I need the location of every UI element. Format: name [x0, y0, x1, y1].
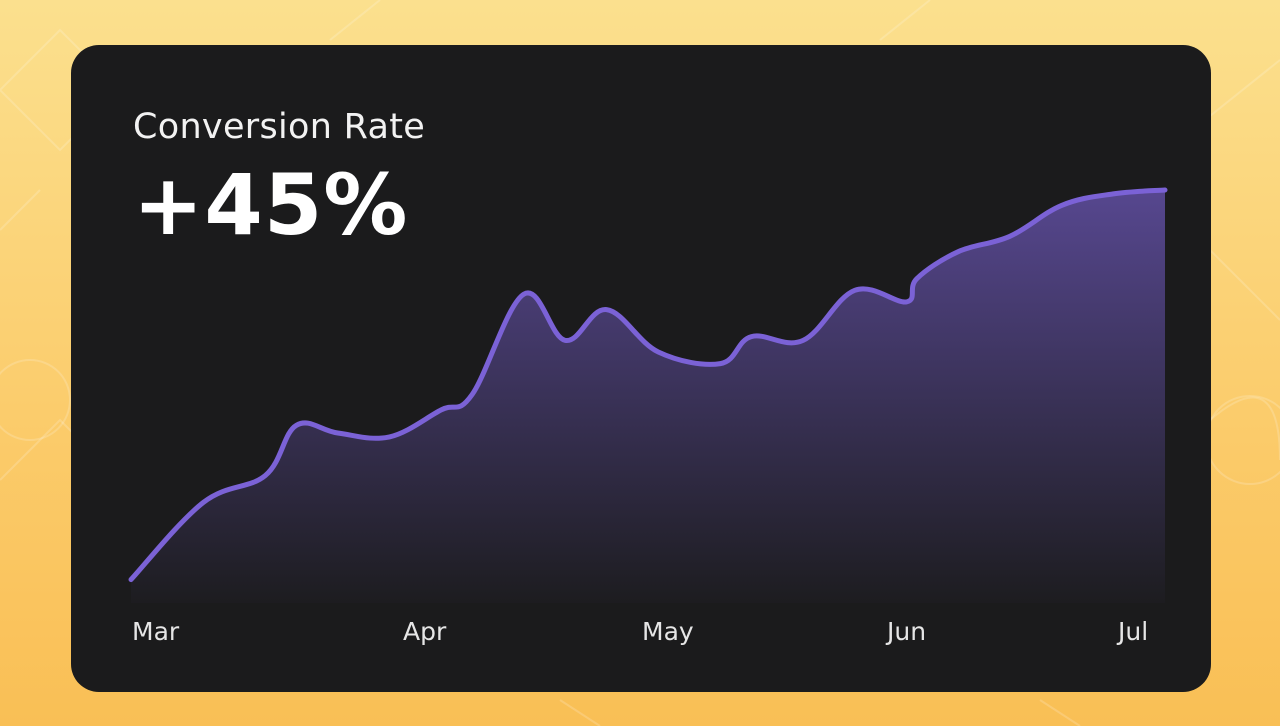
- card-title: Conversion Rate: [133, 107, 426, 147]
- x-tick-jun: Jun: [885, 617, 926, 646]
- conversion-rate-value: +45%: [133, 156, 409, 254]
- conversion-area: [131, 190, 1165, 603]
- x-tick-may: May: [642, 617, 694, 646]
- x-tick-mar: Mar: [132, 617, 180, 646]
- conversion-rate-card: Conversion Rate +45% Mar Apr May Jun Jul: [71, 45, 1211, 692]
- x-tick-apr: Apr: [403, 617, 447, 646]
- conversion-line: [128, 187, 1168, 583]
- x-tick-jul: Jul: [1116, 617, 1148, 646]
- conversion-rate-chart: Mar Apr May Jun Jul: [128, 187, 1168, 646]
